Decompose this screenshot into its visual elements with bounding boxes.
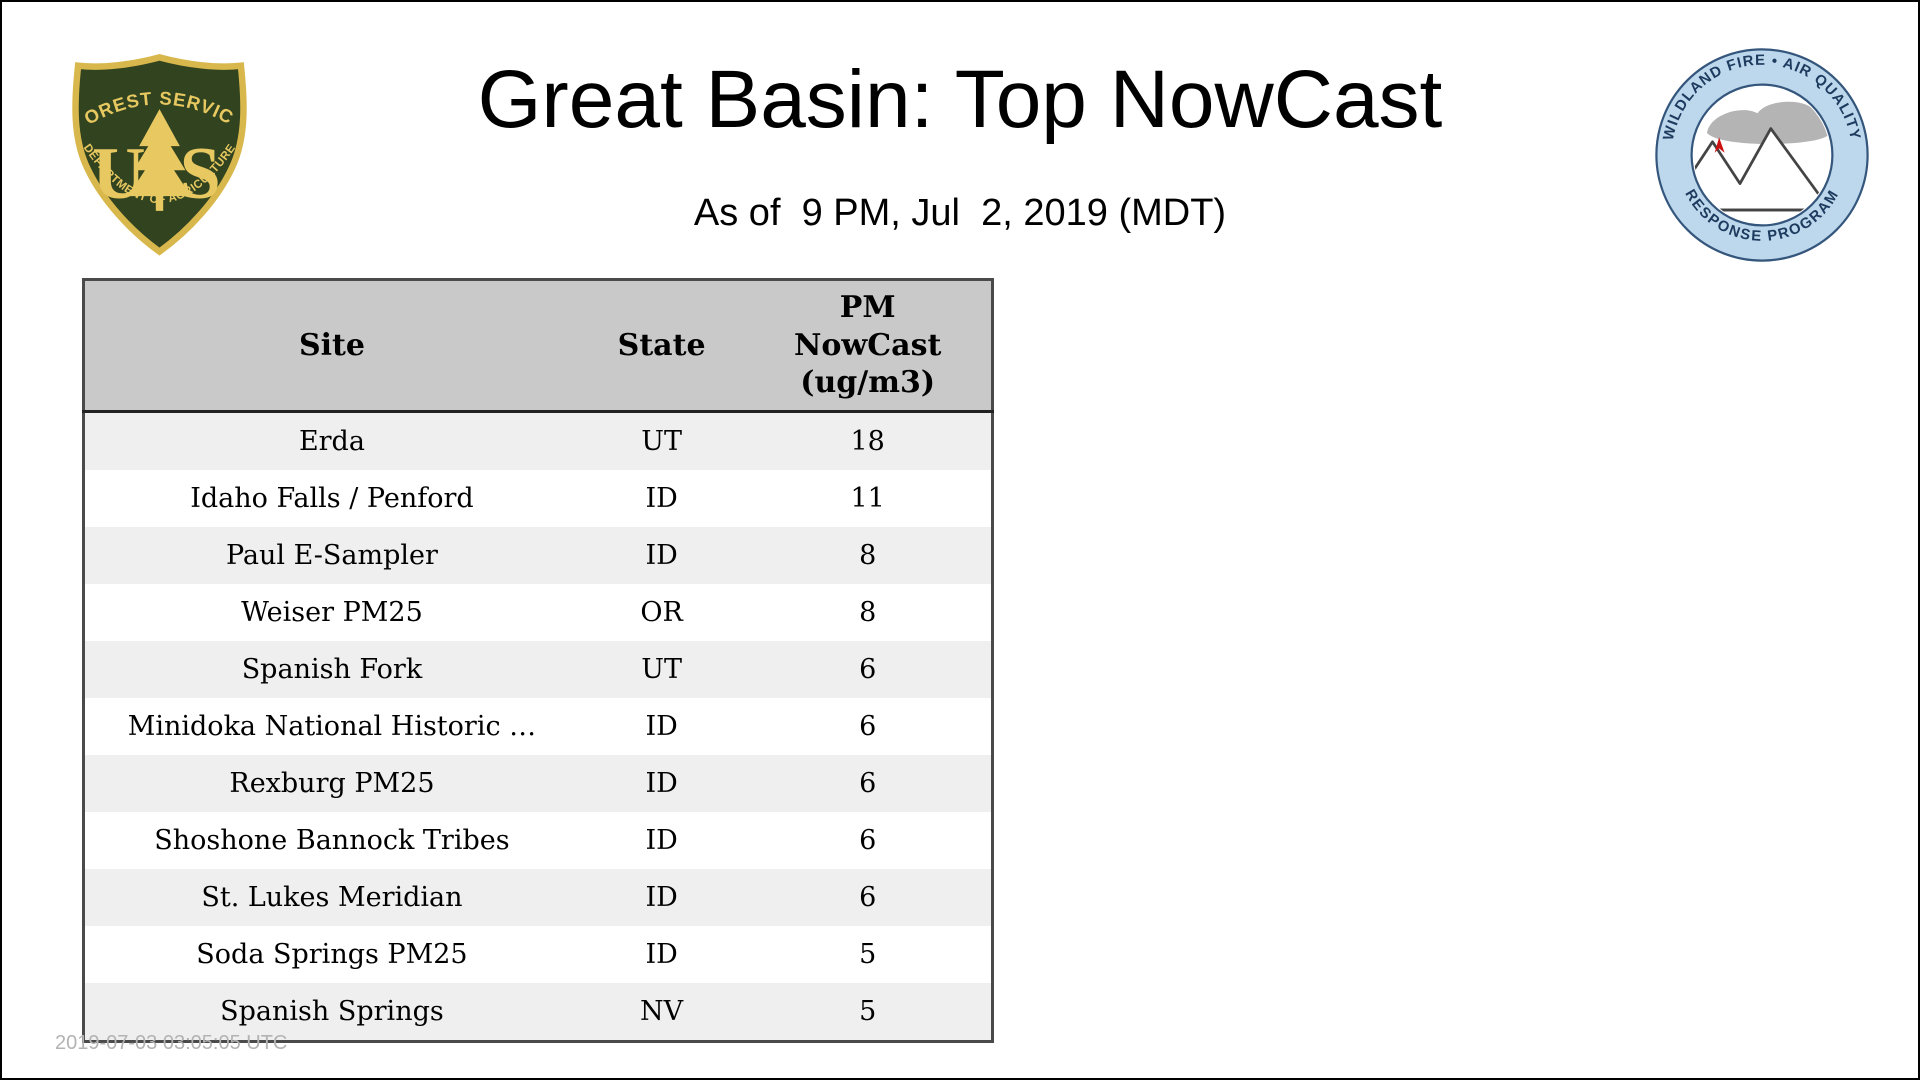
forest-service-logo: FOREST SERVICE U S DEPARTMENT OF AGRICUL… (67, 49, 247, 256)
state-cell: ID (578, 469, 745, 527)
table-row: Erda UT 18 (83, 411, 993, 470)
state-cell: ID (578, 697, 745, 755)
state-cell: ID (578, 754, 745, 812)
table-row: Spanish Springs NV 5 (83, 982, 993, 1041)
site-cell: Spanish Fork (83, 640, 579, 698)
site-cell: Weiser PM25 (83, 583, 579, 641)
table-header-row: Site State PM NowCast (ug/m3) (83, 279, 993, 413)
state-cell: NV (578, 982, 745, 1041)
site-cell: Paul E-Sampler (83, 526, 579, 584)
site-cell: Shoshone Bannock Tribes (83, 811, 579, 869)
forest-service-letter-u: U (92, 133, 145, 215)
value-cell: 6 (744, 811, 993, 869)
table-row: Shoshone Bannock Tribes ID 6 (83, 811, 993, 869)
state-cell: ID (578, 868, 745, 926)
value-cell: 8 (744, 583, 993, 641)
value-cell: 6 (744, 697, 993, 755)
site-cell: Minidoka National Historic … (83, 697, 579, 755)
value-cell: 5 (744, 925, 993, 983)
state-cell: OR (578, 583, 745, 641)
footer-timestamp: 2019-07-03 03:05:05 UTC (55, 1032, 288, 1054)
value-cell: 5 (744, 982, 993, 1041)
site-cell: St. Lukes Meridian (83, 868, 579, 926)
table-row: Spanish Fork UT 6 (83, 640, 993, 698)
site-cell: Spanish Springs (83, 982, 579, 1041)
site-cell: Rexburg PM25 (83, 754, 579, 812)
value-cell: 11 (744, 469, 993, 527)
flame-icon (1714, 137, 1725, 153)
column-header-pm-nowcast: PM NowCast (ug/m3) (744, 279, 993, 413)
table-row: Rexburg PM25 ID 6 (83, 754, 993, 812)
value-cell: 6 (744, 868, 993, 926)
pine-tree-icon (128, 109, 191, 211)
table-row: Soda Springs PM25 ID 5 (83, 925, 993, 983)
state-cell: ID (578, 811, 745, 869)
state-cell: UT (578, 411, 745, 470)
value-cell: 6 (744, 754, 993, 812)
table-row: Idaho Falls / Penford ID 11 (83, 469, 993, 527)
site-cell: Erda (83, 411, 579, 470)
value-cell: 8 (744, 526, 993, 584)
nowcast-table: Site State PM NowCast (ug/m3) Erda UT 18… (82, 278, 994, 1043)
page-title: Great Basin: Top NowCast (477, 54, 1443, 145)
state-cell: UT (578, 640, 745, 698)
air-quality-program-logo: WILDLAND FIRE • AIR QUALITY RESPONSE PRO… (1655, 48, 1869, 262)
smoke-plume-icon (1707, 101, 1831, 144)
table-row: Minidoka National Historic … ID 6 (83, 697, 993, 755)
state-cell: ID (578, 526, 745, 584)
site-cell: Soda Springs PM25 (83, 925, 579, 983)
state-cell: ID (578, 925, 745, 983)
table-row: St. Lukes Meridian ID 6 (83, 868, 993, 926)
report-timestamp: As of 9 PM, Jul 2, 2019 (MDT) (693, 192, 1227, 234)
column-header-state: State (578, 279, 745, 413)
site-cell: Idaho Falls / Penford (83, 469, 579, 527)
forest-service-letter-s: S (180, 133, 221, 215)
value-cell: 6 (744, 640, 993, 698)
value-cell: 18 (744, 411, 993, 470)
column-header-site: Site (83, 279, 579, 413)
table-row: Paul E-Sampler ID 8 (83, 526, 993, 584)
table-row: Weiser PM25 OR 8 (83, 583, 993, 641)
